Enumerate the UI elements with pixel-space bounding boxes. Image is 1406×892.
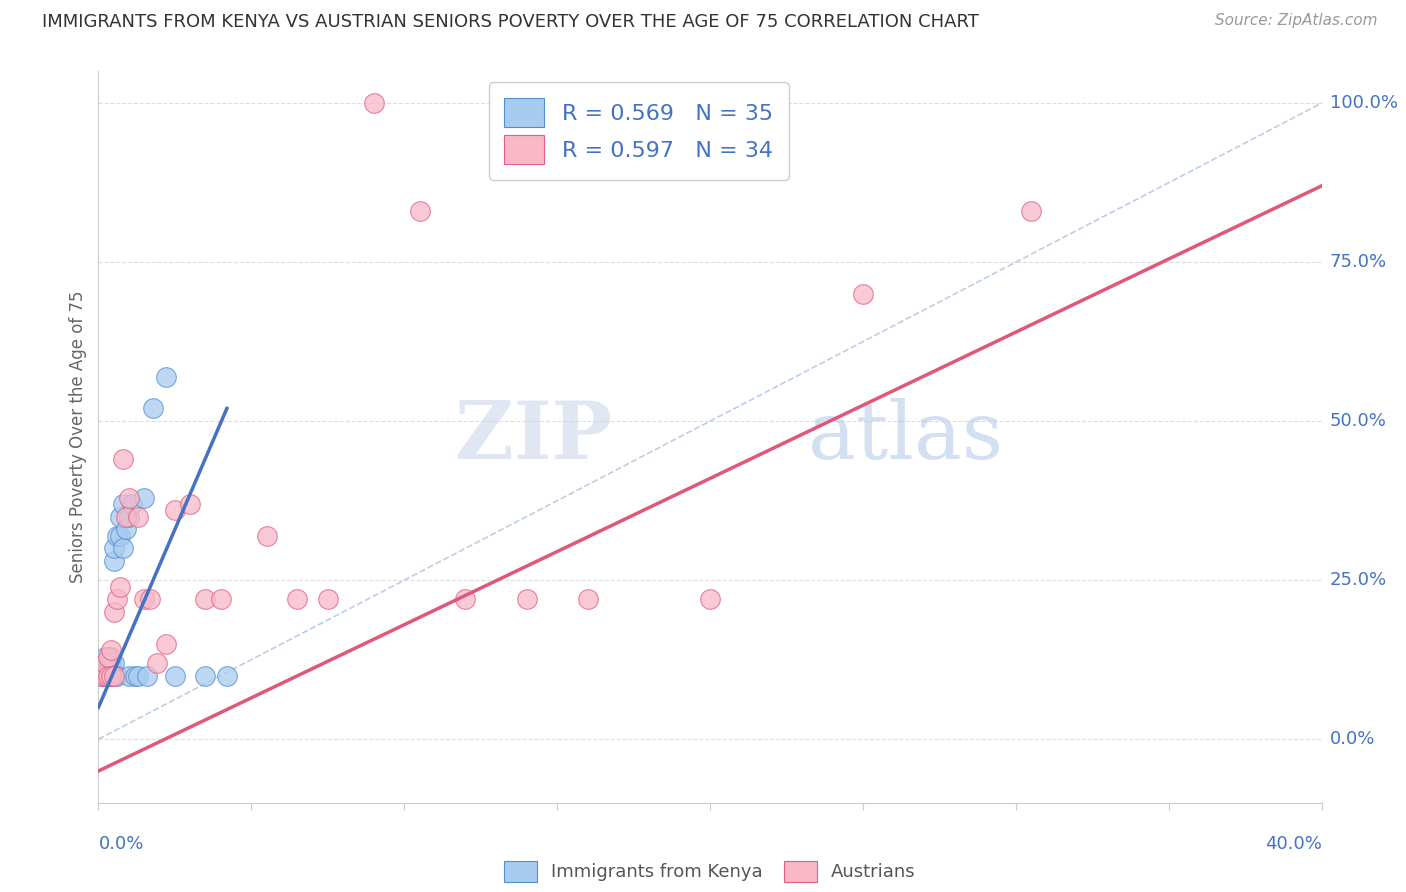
Point — [105, 529, 128, 543]
Point — [103, 605, 125, 619]
Point — [90, 656, 112, 670]
Point — [516, 592, 538, 607]
Point — [115, 522, 138, 536]
Point — [100, 668, 122, 682]
Text: 25.0%: 25.0% — [1330, 571, 1388, 590]
Text: 75.0%: 75.0% — [1330, 253, 1388, 271]
Point — [118, 668, 141, 682]
Point — [105, 668, 128, 682]
Point — [145, 656, 167, 670]
Point — [142, 401, 165, 416]
Point — [97, 668, 120, 682]
Point — [363, 96, 385, 111]
Legend: Immigrants from Kenya, Austrians: Immigrants from Kenya, Austrians — [496, 854, 924, 888]
Point — [103, 668, 125, 682]
Point — [215, 668, 238, 682]
Text: 0.0%: 0.0% — [1330, 731, 1375, 748]
Point — [90, 668, 112, 682]
Point — [408, 204, 430, 219]
Point — [97, 656, 120, 670]
Point — [194, 592, 217, 607]
Point — [134, 592, 156, 607]
Point — [93, 656, 115, 670]
Point — [103, 656, 125, 670]
Point — [108, 529, 131, 543]
Point — [121, 497, 143, 511]
Text: 0.0%: 0.0% — [98, 835, 143, 853]
Point — [111, 541, 134, 556]
Point — [93, 668, 115, 682]
Point — [316, 592, 339, 607]
Point — [118, 509, 141, 524]
Point — [108, 509, 131, 524]
Point — [97, 668, 120, 682]
Point — [100, 668, 122, 682]
Text: 40.0%: 40.0% — [1265, 835, 1322, 853]
Point — [103, 554, 125, 568]
Point — [285, 592, 308, 607]
Point — [100, 649, 122, 664]
Point — [134, 491, 156, 505]
Point — [1019, 204, 1042, 219]
Point — [93, 649, 115, 664]
Point — [256, 529, 278, 543]
Point — [136, 668, 159, 682]
Point — [103, 541, 125, 556]
Point — [124, 668, 146, 682]
Point — [105, 592, 128, 607]
Text: 50.0%: 50.0% — [1330, 412, 1386, 430]
Point — [163, 503, 186, 517]
Point — [100, 656, 122, 670]
Point — [97, 649, 120, 664]
Point — [97, 668, 120, 682]
Point — [155, 637, 177, 651]
Point — [699, 592, 721, 607]
Point — [111, 452, 134, 467]
Point — [111, 497, 134, 511]
Y-axis label: Seniors Poverty Over the Age of 75: Seniors Poverty Over the Age of 75 — [69, 291, 87, 583]
Point — [100, 643, 122, 657]
Point — [127, 509, 149, 524]
Point — [93, 668, 115, 682]
Point — [118, 491, 141, 505]
Text: IMMIGRANTS FROM KENYA VS AUSTRIAN SENIORS POVERTY OVER THE AGE OF 75 CORRELATION: IMMIGRANTS FROM KENYA VS AUSTRIAN SENIOR… — [42, 13, 979, 31]
Point — [454, 592, 477, 607]
Point — [108, 580, 131, 594]
Point — [852, 287, 875, 301]
Point — [115, 509, 138, 524]
Point — [209, 592, 232, 607]
Point — [163, 668, 186, 682]
Point — [100, 668, 122, 682]
Point — [576, 592, 599, 607]
Point — [155, 369, 177, 384]
Text: 100.0%: 100.0% — [1330, 95, 1398, 112]
Point — [90, 668, 112, 682]
Point — [103, 668, 125, 682]
Text: atlas: atlas — [808, 398, 1002, 476]
Text: ZIP: ZIP — [456, 398, 612, 476]
Point — [139, 592, 162, 607]
Point — [93, 662, 115, 676]
Point — [127, 668, 149, 682]
Text: Source: ZipAtlas.com: Source: ZipAtlas.com — [1215, 13, 1378, 29]
Point — [179, 497, 201, 511]
Point — [194, 668, 217, 682]
